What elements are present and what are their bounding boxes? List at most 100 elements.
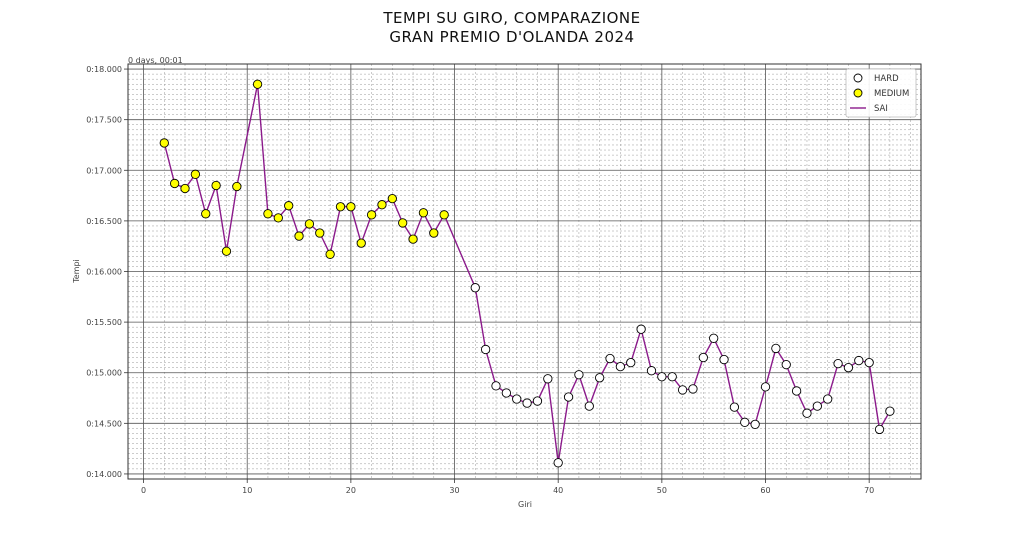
data-point-hard	[802, 408, 812, 418]
data-point-hard	[812, 401, 822, 411]
x-tick-label: 20	[346, 486, 356, 495]
data-point-hard	[719, 354, 729, 365]
data-point-medium	[159, 138, 169, 148]
data-point-hard	[791, 386, 802, 396]
data-point-medium	[304, 219, 315, 229]
legend-box	[845, 68, 917, 118]
data-point-medium	[273, 213, 283, 223]
y-tick-label: 0:15.000	[86, 369, 122, 378]
x-tick-label: 50	[657, 486, 667, 495]
data-point-hard	[740, 417, 750, 427]
x-tick-label: 10	[242, 486, 252, 495]
chart-title-line1: TEMPI SU GIRO, COMPARAZIONE	[382, 9, 640, 27]
data-point-medium	[201, 209, 211, 219]
y-tick-label: 0:17.500	[86, 116, 122, 125]
legend-label: SAI	[874, 104, 888, 114]
data-point-hard	[667, 372, 677, 382]
data-point-medium	[252, 79, 263, 89]
x-tick-label: 60	[760, 486, 770, 495]
data-point-medium	[366, 210, 377, 220]
x-tick-label: 70	[864, 486, 874, 495]
y-tick-label: 0:17.000	[86, 166, 122, 175]
data-point-hard	[760, 382, 771, 392]
data-point-hard	[864, 357, 874, 368]
data-point-hard	[636, 324, 646, 334]
data-point-hard	[823, 394, 833, 404]
data-point-medium	[315, 228, 325, 238]
data-point-hard	[522, 398, 532, 408]
y-tick-label: 0:14.000	[86, 470, 122, 479]
data-point-hard	[874, 424, 885, 435]
data-point-hard	[491, 381, 501, 391]
x-tick-label: 30	[449, 486, 459, 495]
y-tick-label: 0:15.500	[86, 318, 122, 327]
data-point-medium	[294, 231, 304, 241]
data-point-hard	[750, 419, 760, 429]
data-point-medium	[180, 183, 190, 194]
data-point-hard	[646, 366, 657, 376]
data-point-hard	[677, 385, 688, 395]
legend-label: HARD	[874, 74, 899, 84]
data-point-hard	[729, 402, 740, 412]
data-point-hard	[470, 283, 480, 293]
legend-label: MEDIUM	[874, 89, 909, 99]
chart-title-line2: GRAN PREMIO D'OLANDA 2024	[389, 28, 634, 46]
data-point-hard	[532, 396, 543, 406]
data-point-hard	[698, 352, 708, 363]
data-point-hard	[512, 394, 522, 404]
data-point-medium	[418, 208, 429, 218]
data-point-medium	[356, 238, 366, 248]
y-axis-label: Tempi	[72, 259, 81, 284]
legend: HARD MEDIUM SAI	[845, 68, 917, 118]
x-axis-label: Giri	[518, 500, 532, 509]
plot-area: 0 10 20 30 40 50 60 70 0:14.000 0:14.500 0:15.000 0…	[86, 63, 922, 495]
data-point-hard	[543, 374, 553, 384]
data-point-hard	[553, 458, 563, 468]
data-point-hard	[626, 357, 636, 368]
y-offset-label: 0 days, 00:01	[128, 56, 183, 65]
legend-marker-medium	[853, 88, 863, 98]
y-tick-label: 0:18.000	[86, 65, 122, 74]
data-point-hard	[584, 401, 594, 411]
data-point-medium	[377, 200, 387, 210]
data-point-medium	[387, 193, 397, 204]
lap-time-line	[163, 84, 891, 463]
data-point-hard	[615, 361, 626, 372]
data-point-hard	[563, 392, 574, 402]
data-point-medium	[284, 201, 294, 211]
data-point-medium	[263, 209, 273, 219]
data-point-medium	[408, 234, 418, 244]
data-point-medium	[211, 180, 221, 191]
data-point-medium	[346, 202, 356, 212]
x-tick-label: 0	[141, 486, 146, 495]
data-point-hard	[480, 344, 491, 355]
data-point-medium	[221, 246, 232, 256]
data-point-hard	[771, 343, 781, 354]
data-point-medium	[169, 178, 180, 189]
data-point-hard	[657, 372, 667, 382]
data-point-medium	[429, 228, 439, 238]
data-point-medium	[398, 218, 408, 228]
data-point-hard	[781, 359, 791, 370]
data-point-medium	[232, 181, 242, 192]
data-point-hard	[843, 363, 854, 373]
data-point-hard	[574, 370, 584, 380]
y-tick-label: 0:16.000	[86, 268, 122, 277]
legend-marker-hard	[853, 73, 863, 83]
data-point-hard	[833, 358, 843, 369]
data-point-hard	[688, 384, 698, 394]
data-point-hard	[885, 406, 895, 416]
data-point-hard	[501, 388, 512, 398]
data-point-hard	[595, 373, 605, 383]
y-tick-label: 0:16.500	[86, 217, 122, 226]
data-point-medium	[335, 202, 346, 212]
data-point-medium	[190, 169, 201, 179]
data-point-medium	[325, 249, 335, 259]
x-tick-label: 40	[553, 486, 563, 495]
data-point-medium	[439, 210, 449, 220]
data-point-hard	[605, 353, 615, 364]
data-point-hard	[709, 333, 719, 343]
data-point-hard	[854, 355, 864, 366]
y-tick-label: 0:14.500	[86, 419, 122, 428]
